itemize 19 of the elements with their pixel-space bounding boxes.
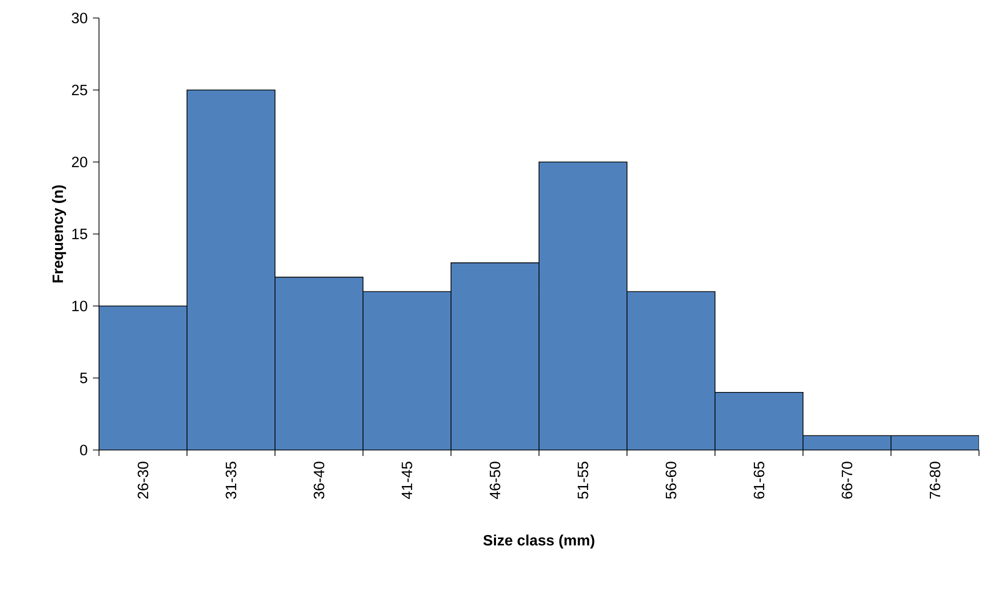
x-tick-label: 31-35 xyxy=(226,462,236,499)
y-tick-label: 30 xyxy=(72,12,88,24)
x-tick-label: 66-70 xyxy=(842,462,852,499)
x-tick-label: 36-40 xyxy=(314,462,324,499)
x-axis-title: Size class (mm) xyxy=(483,534,594,548)
y-tick-label: 25 xyxy=(72,84,88,96)
y-tick-label: 20 xyxy=(72,156,88,168)
y-tick-label: 10 xyxy=(72,300,88,312)
x-tick-label: 61-65 xyxy=(754,462,764,499)
y-tick-label: 5 xyxy=(80,372,88,384)
x-tick-label: 46-50 xyxy=(490,462,500,500)
x-tick-label: 76-80 xyxy=(930,462,940,499)
x-tick-label: 26-30 xyxy=(138,462,148,499)
x-tick-label: 56-60 xyxy=(666,462,676,499)
y-tick-label: 15 xyxy=(72,228,88,240)
x-tick-label: 51-55 xyxy=(578,462,588,499)
y-tick-label: 0 xyxy=(80,444,88,456)
y-axis-title: Frequency (n) xyxy=(52,185,66,282)
x-tick-label: 41-45 xyxy=(402,462,412,500)
